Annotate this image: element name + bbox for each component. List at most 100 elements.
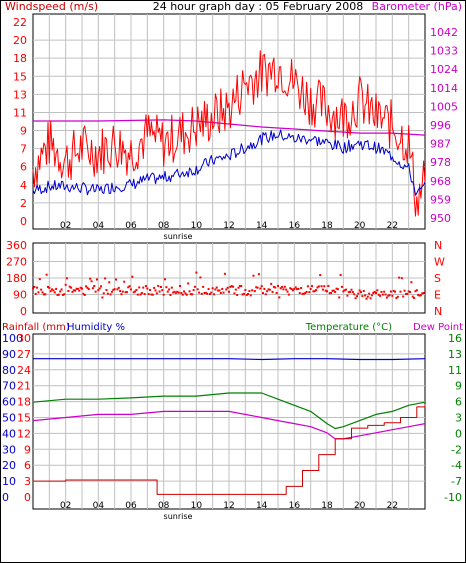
direction-point xyxy=(94,290,97,293)
x-tick-label: 04 xyxy=(93,221,105,231)
direction-point xyxy=(290,287,293,290)
direction-point xyxy=(157,284,160,287)
series-line-windspeed xyxy=(32,129,426,196)
direction-point xyxy=(187,282,190,285)
direction-point xyxy=(211,287,214,290)
x-tick-label: 14 xyxy=(256,501,268,511)
series-line-dewpoint xyxy=(32,410,426,440)
direction-point xyxy=(48,286,51,289)
direction-point xyxy=(49,290,52,293)
series-line-humidity xyxy=(33,358,426,361)
direction-point xyxy=(277,284,279,287)
direction-point xyxy=(168,288,171,291)
y-tick-label-temperature: 13 xyxy=(448,348,462,361)
direction-point xyxy=(140,292,143,295)
y-tick-label-rainfall: 12 xyxy=(17,427,31,440)
x-tick-label: 08 xyxy=(158,501,170,511)
y-tick-label-barometer: 968 xyxy=(430,175,451,188)
direction-point xyxy=(375,291,377,294)
direction-point xyxy=(372,291,375,294)
chart-title: 24 hour graph day : 05 February 2008 xyxy=(153,0,364,13)
y-tick-label-direction: 180 xyxy=(6,272,27,285)
direction-point xyxy=(32,287,34,290)
direction-point xyxy=(59,290,62,293)
direction-point xyxy=(97,289,100,292)
y-tick-label-compass: E xyxy=(434,289,441,302)
sunrise-label: sunrise xyxy=(164,512,193,521)
series-line-gust xyxy=(32,50,426,217)
series-line-temperature xyxy=(32,392,426,430)
x-tick-label: 12 xyxy=(223,221,234,231)
x-tick-label: 06 xyxy=(125,501,137,511)
y-tick-label-humidity: 100 xyxy=(2,332,23,345)
y-tick-label-temperature: 3 xyxy=(455,412,462,425)
direction-point xyxy=(81,287,83,290)
direction-point xyxy=(400,277,403,280)
direction-point xyxy=(274,286,277,289)
direction-point xyxy=(244,289,247,292)
direction-point xyxy=(61,293,64,296)
direction-point xyxy=(230,285,233,288)
direction-point xyxy=(346,294,349,297)
x-tick-label: 06 xyxy=(125,221,137,231)
windspeed-axis-title: Windspeed (m/s) xyxy=(5,0,98,13)
direction-point xyxy=(355,295,358,298)
direction-point xyxy=(79,286,82,289)
y-tick-label-windspeed: 13 xyxy=(13,88,27,101)
direction-point xyxy=(53,291,56,294)
y-tick-label-rainfall: 15 xyxy=(17,412,31,425)
direction-point xyxy=(214,288,217,291)
direction-point xyxy=(330,292,333,295)
direction-point xyxy=(147,293,150,296)
direction-point xyxy=(294,286,297,289)
temperature-axis-title: Temperature (°C) xyxy=(305,322,392,333)
direction-point xyxy=(297,287,300,290)
direction-point xyxy=(308,291,311,294)
direction-point xyxy=(266,290,269,293)
direction-point xyxy=(135,288,138,291)
y-tick-label-humidity: 10 xyxy=(2,475,16,488)
direction-point xyxy=(362,289,365,292)
direction-point xyxy=(260,285,263,288)
x-tick-label: 16 xyxy=(289,221,301,231)
sunrise-label: sunrise xyxy=(164,232,193,241)
y-tick-label-rainfall: 3 xyxy=(24,475,31,488)
direction-point xyxy=(128,285,131,288)
direction-point xyxy=(361,295,364,298)
direction-point xyxy=(256,286,259,289)
y-tick-label-temperature: 11 xyxy=(448,364,462,377)
direction-point xyxy=(119,290,122,293)
direction-point xyxy=(226,286,229,289)
direction-point xyxy=(403,289,406,292)
y-tick-label-windspeed: 0 xyxy=(20,215,27,228)
y-tick-label-humidity: 60 xyxy=(2,396,16,409)
direction-point xyxy=(383,290,386,293)
direction-point xyxy=(272,285,275,288)
y-tick-label-barometer: 959 xyxy=(430,193,451,206)
direction-point xyxy=(146,287,149,290)
direction-point xyxy=(108,281,111,284)
direction-point xyxy=(279,287,282,290)
x-tick-label: 20 xyxy=(354,501,366,511)
series-line-barometer xyxy=(33,119,426,136)
direction-point xyxy=(155,292,158,295)
direction-point xyxy=(304,292,307,295)
humidity-axis-title: Humidity % xyxy=(67,322,125,333)
direction-point xyxy=(130,288,132,291)
y-tick-label-barometer: 1014 xyxy=(430,82,458,95)
direction-point xyxy=(332,289,335,292)
y-tick-label-rainfall: 27 xyxy=(17,348,31,361)
direction-point xyxy=(112,288,115,291)
direction-point xyxy=(358,289,361,292)
direction-point xyxy=(281,285,284,288)
direction-point xyxy=(104,277,107,280)
direction-point xyxy=(131,275,134,278)
direction-point xyxy=(75,287,78,290)
direction-point xyxy=(219,292,222,295)
x-tick-label: 22 xyxy=(387,501,398,511)
direction-point xyxy=(381,293,384,296)
direction-point xyxy=(134,290,137,293)
direction-point xyxy=(176,290,179,293)
